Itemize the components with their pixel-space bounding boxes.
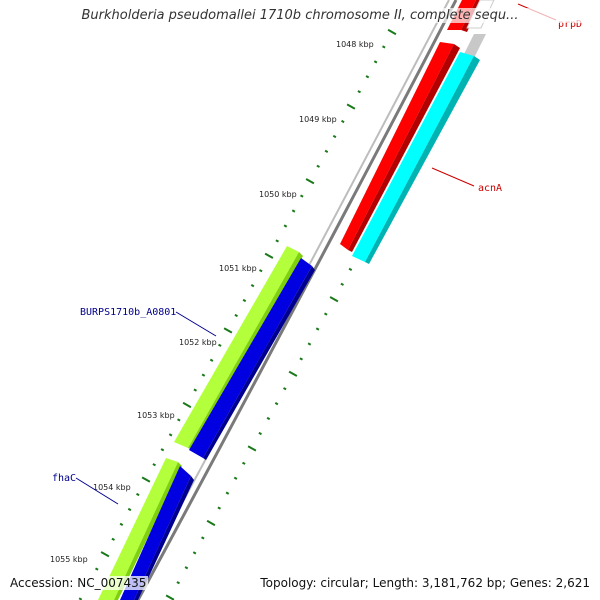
minor-tick	[300, 194, 304, 198]
acnA-feature-inner-shadow	[365, 56, 480, 264]
minor-tick	[201, 373, 206, 377]
major-tick	[182, 401, 192, 409]
tick-labels: 1048 kbp 1049 kbp 1050 kbp 1051 kbp 1052…	[50, 40, 374, 564]
minor-tick	[324, 312, 328, 316]
minor-tick	[332, 134, 337, 139]
minor-tick	[136, 492, 140, 497]
minor-tick	[341, 119, 345, 124]
minor-tick	[316, 164, 320, 168]
minor-tick	[258, 431, 262, 436]
acnA-leader-line	[431, 167, 475, 187]
fhac-leader-line	[75, 477, 119, 505]
minor-tick	[382, 45, 386, 49]
minor-tick	[299, 357, 303, 361]
minor-tick	[250, 284, 255, 288]
minor-tick	[291, 209, 296, 213]
minor-tick	[373, 60, 378, 64]
minor-tick	[209, 358, 214, 362]
minor-ticks	[78, 45, 410, 600]
minor-tick	[78, 597, 83, 600]
minor-tick	[324, 149, 329, 153]
tick-label-1048: 1048 kbp	[336, 40, 374, 49]
minor-tick	[218, 343, 222, 347]
fhac-feature-outer[interactable]	[98, 458, 178, 600]
minor-tick	[192, 551, 197, 555]
backbone-outer	[136, 0, 458, 600]
fhac-feature-inner-shadow	[134, 476, 194, 600]
minor-tick	[177, 418, 181, 422]
minor-tick	[193, 388, 197, 392]
minor-tick	[307, 342, 312, 346]
prpD-label[interactable]: prpD	[558, 19, 582, 30]
minor-tick	[111, 537, 115, 541]
tick-label-1049: 1049 kbp	[299, 115, 337, 124]
acnA-feature-inner[interactable]	[352, 52, 474, 262]
fhac-feature-outer-shadow	[114, 462, 182, 600]
major-tick	[288, 370, 298, 377]
minor-tick	[275, 239, 279, 243]
major-tick	[305, 178, 315, 185]
fhac-feature-inner[interactable]	[120, 466, 191, 600]
major-tick	[264, 252, 274, 259]
fhac-label[interactable]: fhaC	[52, 473, 76, 484]
minor-tick	[119, 522, 124, 526]
minor-tick	[152, 463, 156, 467]
minor-tick	[233, 476, 238, 480]
acnA-feature-outer[interactable]	[340, 42, 454, 250]
minor-tick	[357, 90, 361, 94]
acnA-label[interactable]: acnA	[478, 183, 502, 194]
major-tick	[346, 103, 356, 110]
tick-label-1054: 1054 kbp	[93, 483, 131, 492]
burps-feature-outer-shadow	[188, 252, 303, 450]
minor-tick	[365, 75, 370, 79]
minor-tick	[259, 269, 263, 273]
major-tick	[387, 28, 397, 36]
burps-feature-outer[interactable]	[174, 246, 299, 448]
tick-label-1051: 1051 kbp	[219, 264, 257, 273]
burps-label[interactable]: BURPS1710b_A0801	[80, 307, 176, 318]
minor-tick	[283, 387, 287, 391]
minor-tick	[348, 267, 353, 271]
minor-tick	[234, 313, 238, 318]
minor-tick	[242, 461, 246, 465]
minor-tick	[184, 566, 189, 570]
minor-tick	[225, 491, 230, 495]
major-tick	[247, 445, 257, 452]
major-tick	[141, 476, 151, 483]
burps-feature-inner[interactable]	[189, 258, 312, 458]
minor-tick	[266, 416, 271, 421]
minor-tick	[283, 224, 288, 228]
minor-tick	[340, 282, 344, 286]
tick-label-1050: 1050 kbp	[259, 190, 297, 199]
minor-tick	[127, 507, 132, 512]
major-tick	[206, 519, 216, 527]
genome-summary-text: Topology: circular; Length: 3,181,762 bp…	[258, 576, 592, 590]
minor-tick	[217, 506, 221, 510]
tick-label-1055: 1055 kbp	[50, 555, 88, 564]
burps-leader-line	[175, 311, 217, 337]
burps-feature-inner-shadow	[203, 266, 315, 460]
backbone-inner	[129, 0, 450, 600]
accession-text: Accession: NC_007435	[8, 576, 149, 590]
minor-tick	[201, 536, 205, 540]
minor-tick	[95, 567, 99, 571]
minor-tick	[168, 433, 173, 437]
minor-tick	[242, 298, 247, 303]
minor-tick	[274, 402, 279, 406]
major-tick	[223, 327, 233, 334]
tick-label-1053: 1053 kbp	[137, 411, 175, 420]
tick-label-1052: 1052 kbp	[179, 338, 217, 347]
minor-tick	[176, 581, 180, 585]
minor-tick	[160, 448, 165, 452]
minor-tick	[315, 327, 320, 331]
major-tick	[100, 551, 110, 558]
acnA-feature-outer-shadow	[348, 44, 460, 252]
major-tick	[165, 594, 175, 600]
map-title: Burkholderia pseudomallei 1710b chromoso…	[0, 8, 600, 23]
major-tick	[329, 296, 339, 303]
